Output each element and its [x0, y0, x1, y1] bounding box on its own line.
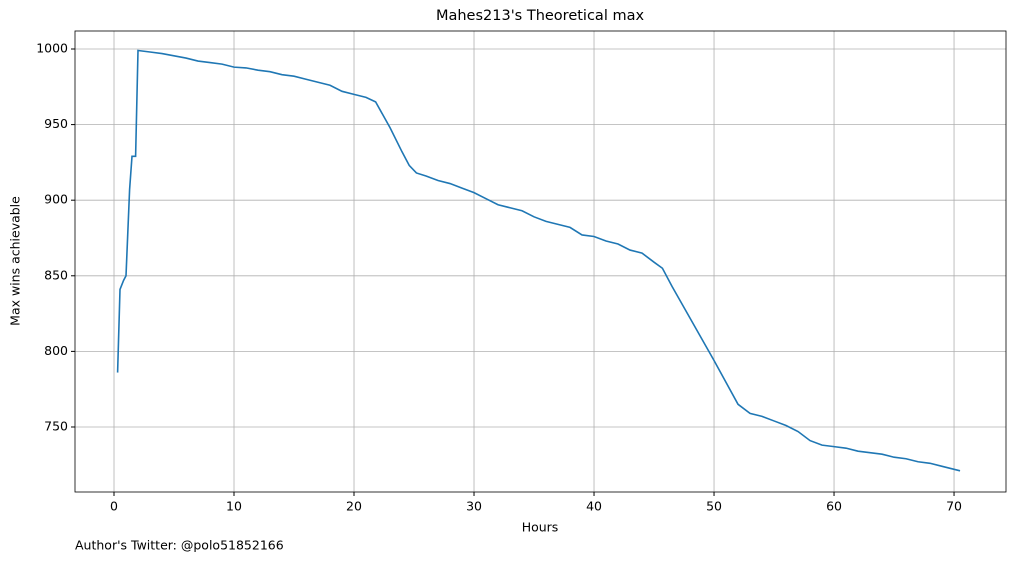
plot-frame [74, 30, 1007, 493]
x-tick-label: 30 [466, 499, 482, 514]
x-tick-label: 20 [346, 499, 362, 514]
x-tick-label: 60 [826, 499, 842, 514]
chart-title: Mahes213's Theoretical max [436, 8, 645, 24]
y-axis-label: Max wins achievable [8, 196, 23, 326]
x-tick-label: 0 [110, 499, 118, 514]
x-axis-label: Hours [522, 520, 559, 535]
y-tick-label: 750 [44, 418, 68, 433]
y-tick-label: 1000 [36, 40, 68, 55]
x-tick-label: 70 [946, 499, 962, 514]
annotation: Author's Twitter: @polo51852166 [75, 538, 284, 553]
data-line [116, 49, 961, 472]
y-tick-label: 950 [44, 116, 68, 131]
x-tick-label: 10 [226, 499, 242, 514]
y-tick-label: 800 [44, 343, 68, 358]
x-tick-label: 40 [586, 499, 602, 514]
y-tick-label: 850 [44, 267, 68, 282]
y-tick-label: 900 [44, 192, 68, 207]
x-tick-label: 50 [706, 499, 722, 514]
